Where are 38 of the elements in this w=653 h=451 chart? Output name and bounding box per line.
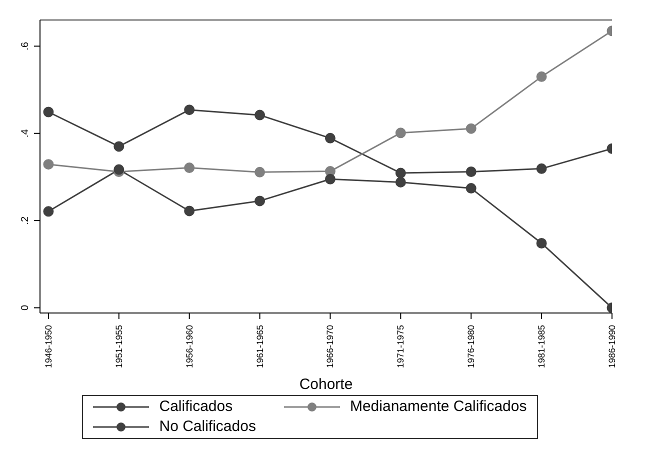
point [395,168,406,178]
point [466,183,476,194]
point [536,71,547,82]
legend-label: No Calificados [159,417,256,437]
point [466,123,476,134]
point [254,196,266,206]
point [395,176,406,188]
point [254,110,266,120]
point [536,163,547,174]
x-tick-label: 1956-1960 [184,325,194,368]
x-tick-label: 1946-1950 [43,325,54,368]
point [43,159,54,170]
point [43,106,54,118]
y-tick-label: .4 [20,128,31,138]
legend-label: Medianamente Calificados [350,397,527,417]
x-tick-label: 1981-1985 [536,325,547,368]
x-axis-title: Cohorte [299,376,353,393]
point [184,104,195,116]
x-tick-label: 1951-1955 [114,325,124,368]
x-tick-label: 1971-1975 [396,325,406,368]
x-tick-label: 1966-1970 [325,325,336,368]
point [536,238,547,248]
x-tick-label: 1986-1990 [607,325,617,368]
point [324,174,336,184]
y-tick-label: .6 [20,42,31,50]
point [466,166,476,177]
point [114,141,124,152]
point [43,206,54,217]
y-tick-label: .2 [20,216,31,225]
x-tick-label: 1976-1980 [466,325,476,368]
point [324,132,336,144]
point [184,162,195,174]
point [254,166,266,178]
y-tick-label: 0 [20,304,31,311]
legend-label: Calificados [159,397,233,417]
point [184,206,195,216]
x-tick-label: 1961-1965 [254,325,265,368]
point [395,128,406,138]
